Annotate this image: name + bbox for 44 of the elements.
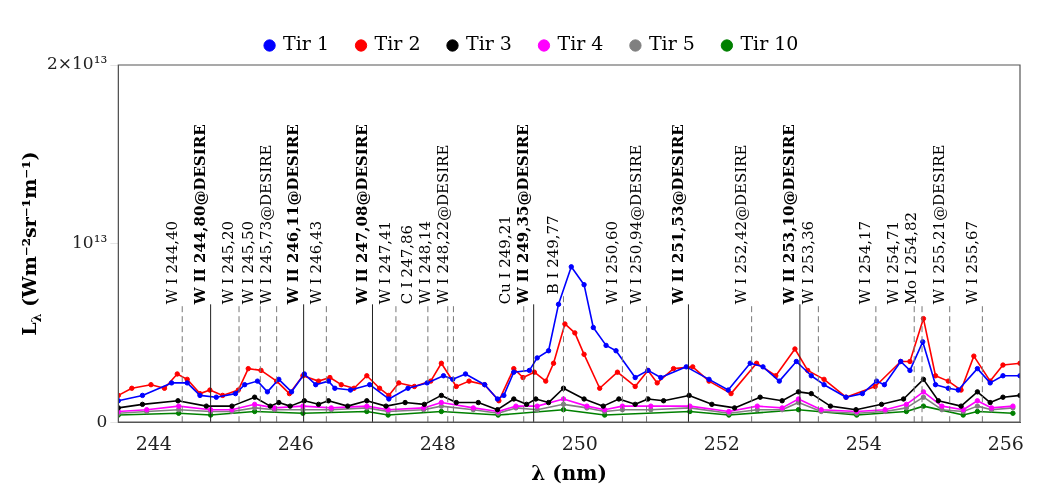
ref-line-label: W I 248,22@DESIRE <box>433 144 452 305</box>
ref-line-label: W II 251,53@DESIRE <box>668 124 687 306</box>
legend-label: Tir 3 <box>466 32 512 55</box>
ref-line-label: W II 247,08@DESIRE <box>352 124 371 306</box>
ref-line-label: B I 249,77 <box>543 215 562 295</box>
legend-label: Tir 5 <box>648 32 695 55</box>
legend-label: Tir 4 <box>557 32 604 55</box>
y-axis-title: Lλ (Wm⁻²sr⁻¹m⁻¹) <box>18 151 44 336</box>
x-tick-label: 252 <box>703 431 740 454</box>
legend-label: Tir 2 <box>374 32 421 55</box>
y-tick-label: 0 <box>96 410 108 431</box>
ref-line-label: W I 245,50 <box>239 220 258 305</box>
x-tick-label: 246 <box>277 431 314 454</box>
ref-line-label: W I 248,14 <box>415 220 434 305</box>
ref-line-label: W I 246,43 <box>306 220 325 305</box>
y-tick-label: 10¹³ <box>72 232 108 253</box>
ref-line-label: Cu I 249,21 <box>496 215 515 305</box>
ref-line-label: W I 252,42@DESIRE <box>732 144 751 305</box>
legend-label: Tir 10 <box>740 32 799 55</box>
ref-line-label: W I 245,20 <box>219 220 238 305</box>
ref-line-label: W I 245,73@DESIRE <box>257 144 276 305</box>
y-tick-label: 2×10¹³ <box>46 53 108 74</box>
ref-line-label: W I 244,40 <box>162 220 181 305</box>
x-axis-title: λ (nm) <box>531 461 607 486</box>
ref-line-label: W II 253,10@DESIRE <box>780 124 799 306</box>
ref-line-label: W II 244,80@DESIRE <box>191 124 210 306</box>
ref-line-label: W II 246,11@DESIRE <box>284 124 303 306</box>
ref-line-label: W I 250,60 <box>602 220 621 305</box>
x-tick-label: 256 <box>987 431 1024 454</box>
x-tick-label: 248 <box>419 431 456 454</box>
ref-line-label: W I 254,17 <box>856 220 875 305</box>
ref-line-label: W I 255,21@DESIRE <box>930 144 949 305</box>
x-tick-label: 244 <box>135 431 172 454</box>
x-tick-label: 254 <box>845 431 882 454</box>
ref-line-label: W I 254,71 <box>884 220 903 305</box>
ref-line-label: W I 253,36 <box>798 220 817 305</box>
ref-line-label: W I 250,94@DESIRE <box>626 144 645 305</box>
ref-line-label: C I 247,86 <box>397 224 416 305</box>
ref-line-label: W I 255,67 <box>962 220 981 305</box>
x-tick-label: 250 <box>561 431 598 454</box>
ref-line-label: W I 247,41 <box>376 220 395 305</box>
ref-line-label: Mo I 254,82 <box>902 211 921 305</box>
ref-line-label: W II 249,35@DESIRE <box>514 124 533 306</box>
legend-label: Tir 1 <box>283 32 330 55</box>
